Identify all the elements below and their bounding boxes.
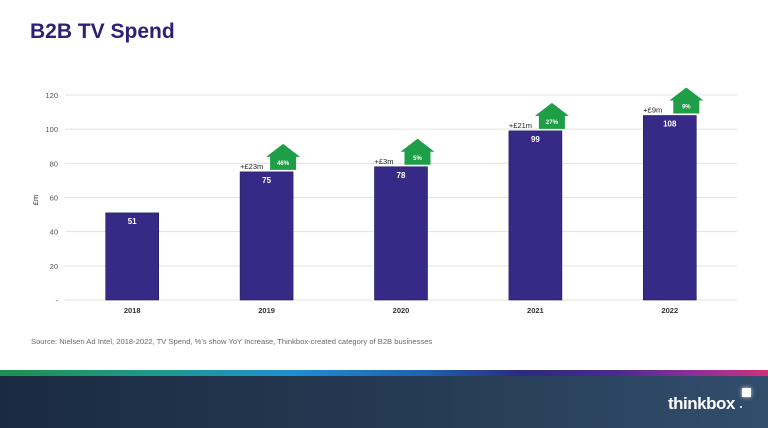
yoy-percent-label: 27% (546, 120, 559, 126)
data-label: 108 (663, 120, 677, 129)
bar (239, 171, 294, 301)
up-arrow-icon (400, 138, 435, 165)
yoy-change-label: +£21m (509, 121, 532, 130)
x-tick-label: 2019 (258, 306, 275, 315)
y-tick-label: - (56, 296, 59, 305)
y-tick-label: 40 (50, 228, 58, 237)
yoy-percent-label: 46% (277, 161, 290, 167)
slide-title: B2B TV Spend (30, 20, 175, 43)
y-tick-label: 100 (45, 125, 58, 134)
bar (374, 166, 428, 301)
bar (508, 130, 563, 301)
up-arrow-icon (266, 143, 301, 170)
footer-band (0, 376, 768, 428)
data-label: 51 (128, 217, 137, 226)
x-tick-label: 2022 (661, 306, 678, 315)
yoy-change-label: +£9m (643, 106, 662, 115)
logo-dot-icon (740, 406, 742, 408)
bar (105, 212, 159, 301)
y-axis-ticks: - 20 40 60 80 100 120 (45, 91, 58, 305)
x-tick-label: 2021 (527, 306, 544, 315)
x-tick-label: 2018 (124, 306, 141, 315)
logo-square-icon (742, 388, 751, 397)
y-tick-label: 120 (45, 91, 58, 100)
yoy-change-label: +£3m (375, 157, 394, 166)
yoy-change-label: +£23m (240, 162, 263, 171)
bars: 51 75 78 99 108 (105, 115, 697, 301)
up-arrow-icon (534, 102, 569, 129)
color-strip (0, 370, 768, 376)
data-label: 75 (262, 176, 271, 185)
thinkbox-logo: thinkbox (668, 394, 735, 413)
annotations: +£23m 46% +£3m 5% +£21m 27% +£9m 9% (240, 87, 704, 171)
bar (642, 115, 697, 301)
yoy-percent-label: 5% (413, 156, 422, 162)
x-tick-label: 2020 (393, 306, 410, 315)
y-tick-label: 60 (50, 194, 58, 203)
up-arrow-icon (669, 87, 704, 114)
y-tick-label: 20 (50, 262, 58, 271)
yoy-percent-label: 9% (682, 105, 691, 111)
y-tick-label: 80 (50, 159, 58, 168)
data-label: 99 (531, 135, 540, 144)
source-note: Source: Nielsen Ad Intel, 2018-2022, TV … (31, 337, 433, 346)
y-axis-label: £m (31, 195, 40, 205)
data-label: 78 (397, 171, 406, 180)
x-axis-ticks: 2018 2019 2020 2021 2022 (124, 306, 678, 315)
